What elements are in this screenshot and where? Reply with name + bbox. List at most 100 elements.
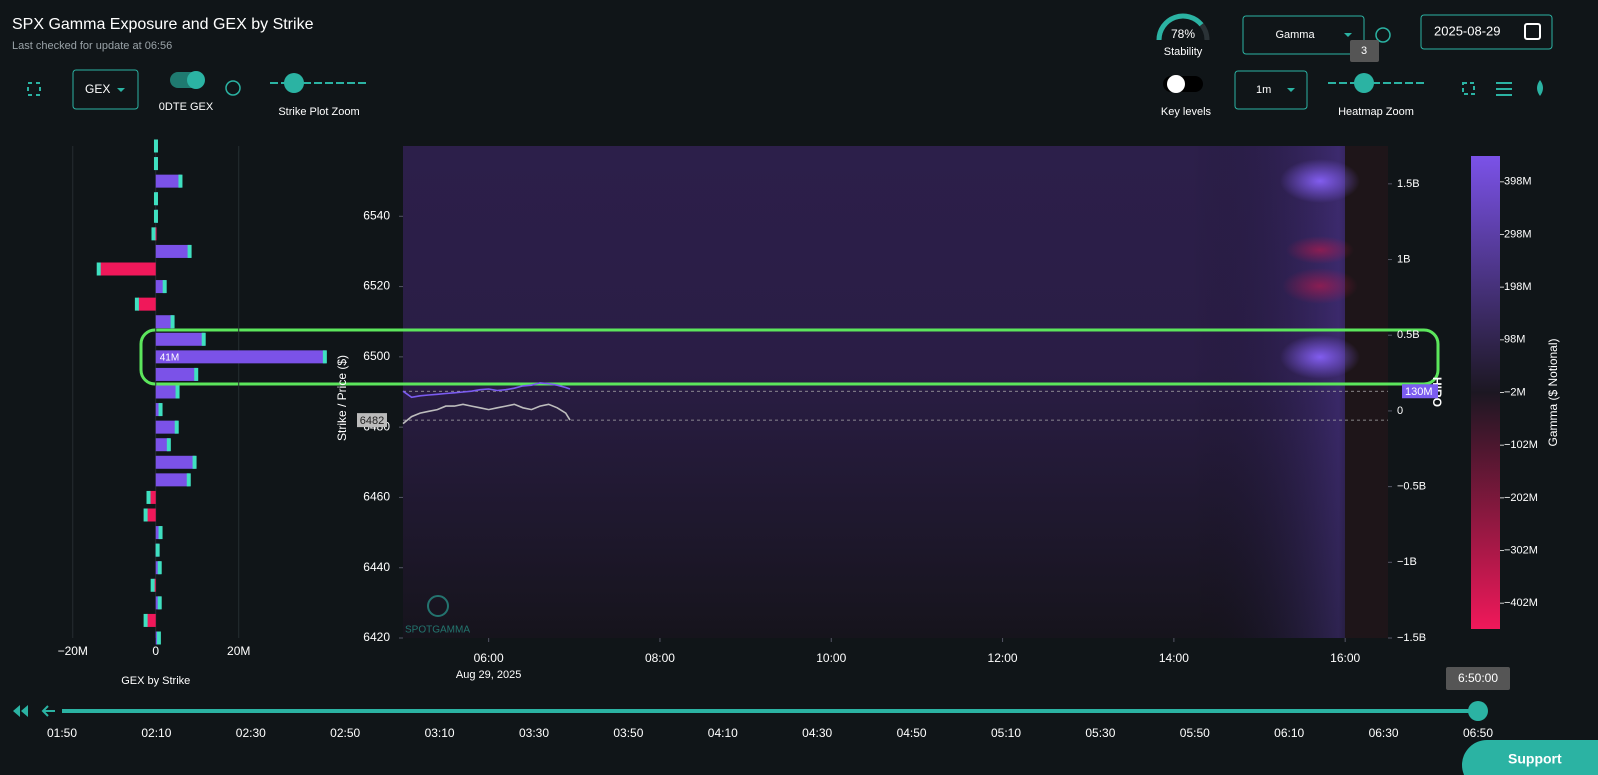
bar-cap [175,385,180,399]
y-tick-label: 6500 [363,349,390,363]
timeline-label: 05:30 [1085,726,1115,740]
expand-icon[interactable] [1462,82,1475,95]
bar [155,473,190,487]
title: SPX Gamma Exposure and GEX by Strike [12,16,314,33]
bar [155,455,196,469]
x-axis-title: GEX by Strike [121,675,190,687]
settings-icon[interactable] [1496,82,1512,96]
dropdown-arrow [1287,88,1295,92]
y-axis-title: Strike / Price ($) [335,355,349,441]
series-line [402,403,571,425]
toggle-label: 0DTE GEX [159,101,214,113]
interval-select[interactable] [1234,70,1308,110]
bar-cap [201,332,206,346]
y-tick-label: 6460 [363,490,390,504]
bar-cap [170,315,175,329]
gex-select-text: GEX [85,82,110,96]
value-label: 41M [160,352,179,363]
series-line [402,382,571,399]
bar [155,385,179,399]
bar [155,420,178,434]
bar-cap [158,403,163,417]
bar-cap [146,490,151,504]
colorbar-tick-label: −2M [1504,386,1526,398]
support-button[interactable] [1462,740,1598,775]
colorbar [1471,156,1500,629]
back-icon[interactable] [41,705,55,717]
logo-text: SPOTGAMMA [405,625,470,636]
hiro-label: 130M [1405,386,1433,398]
y2-tick-label: 1.5B [1397,178,1420,190]
bar [99,262,156,276]
mode-text: Gamma [1275,29,1315,41]
timeline-label: 03:50 [613,726,643,740]
gex-select[interactable] [72,69,139,110]
heatmap-glow [1282,268,1358,304]
bar-cap [178,174,183,188]
info-icon[interactable] [1375,27,1391,43]
bar-cap [155,543,160,557]
color-icon[interactable] [1537,80,1543,96]
timeline-label: 01:50 [47,726,77,740]
colorbar-tick-label: −102M [1504,439,1538,451]
slider-label: Strike Plot Zoom [278,106,359,118]
y-tick-label: 6420 [363,630,390,644]
stability-label: Stability [1164,46,1203,58]
colorbar-tick-label: −402M [1504,597,1538,609]
bar-cap [153,139,158,153]
heatmap-glow [1280,335,1360,379]
toggle-knob [1167,75,1185,93]
bar-cap [134,297,139,311]
y2-tick-label: −1.5B [1397,632,1426,644]
timeline-label: 02:10 [141,726,171,740]
y2-tick-label: 0 [1397,405,1403,417]
timeline-label: 06:10 [1274,726,1304,740]
info-icon[interactable] [225,80,241,96]
slider-knob[interactable] [284,73,304,93]
colorbar-tick-label: 398M [1504,176,1532,188]
bar-cap [156,631,161,645]
toggle-knob [187,71,205,89]
bar-cap [143,508,148,522]
logo-icon [427,595,449,617]
heatmap-glow [1280,159,1360,203]
colorbar-tick-label: 198M [1504,281,1532,293]
y2-tick-label: 0.5B [1397,329,1420,341]
x-tick-label: −20M [58,644,88,658]
heatmap-future [1345,146,1388,638]
expand-icon[interactable] [27,82,41,96]
bar [155,367,198,381]
timeline-label: 04:50 [897,726,927,740]
colorbar-tick-label: −302M [1504,544,1538,556]
bar [155,280,166,294]
mode-select[interactable] [1242,15,1365,55]
x-tick-label: 08:00 [645,651,675,665]
bar-cap [96,262,101,276]
date-picker[interactable] [1420,14,1553,50]
bar-cap [157,561,162,575]
bar-cap [192,455,197,469]
dropdown-arrow [1344,33,1352,37]
timeline-labels: 01:50 02:10 02:30 02:50 03:10 03:30 03:50 04:10… [47,726,1493,740]
timeline-knob[interactable] [1468,701,1488,721]
date-text: 2025-08-29 [1434,23,1501,38]
bar [155,174,182,188]
x-tick-label: 14:00 [1159,651,1189,665]
bar [149,490,156,504]
y2-tick-label: −1B [1397,556,1417,568]
bar [155,315,174,329]
slider-knob[interactable] [1354,73,1374,93]
bar-cap [158,526,163,540]
bar-cap [194,367,199,381]
x-tick-label: 12:00 [988,651,1018,665]
x-tick-label: 06:00 [474,651,504,665]
colorbar-tick-label: 98M [1504,334,1525,346]
y2-tick-label: −0.5B [1397,481,1426,493]
timeline-label: 02:50 [330,726,360,740]
bar [155,438,170,452]
x-tick-label: 16:00 [1330,651,1360,665]
rewind-icon[interactable] [13,705,28,717]
bar-cap [157,596,162,610]
